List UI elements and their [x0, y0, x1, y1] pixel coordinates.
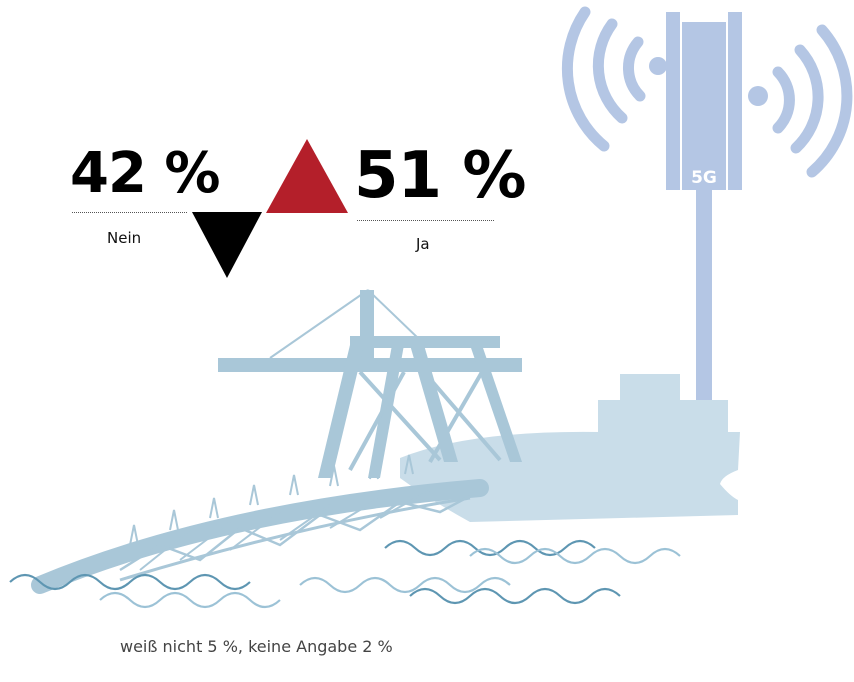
sea-waves-icon	[9, 539, 681, 609]
arrow-down-triangle-icon	[192, 212, 262, 278]
no-divider	[72, 212, 187, 213]
no-label: Nein	[107, 229, 142, 247]
yes-label: Ja	[416, 235, 430, 253]
signal-waves-icon	[561, 6, 853, 178]
antenna-mast	[696, 190, 712, 405]
yes-percentage: 51 %	[354, 139, 526, 213]
ship-icon	[400, 374, 740, 522]
footnote: weiß nicht 5 %, keine Angabe 2 %	[120, 637, 393, 656]
yes-divider	[357, 220, 494, 221]
antenna-label: 5G	[691, 168, 717, 188]
antenna-panel	[682, 22, 726, 190]
arrow-up-triangle-icon	[266, 139, 348, 213]
antenna-5g-icon: 5G	[666, 12, 742, 405]
no-percentage: 42 %	[70, 141, 221, 206]
harbor-crane-icon	[31, 289, 522, 594]
